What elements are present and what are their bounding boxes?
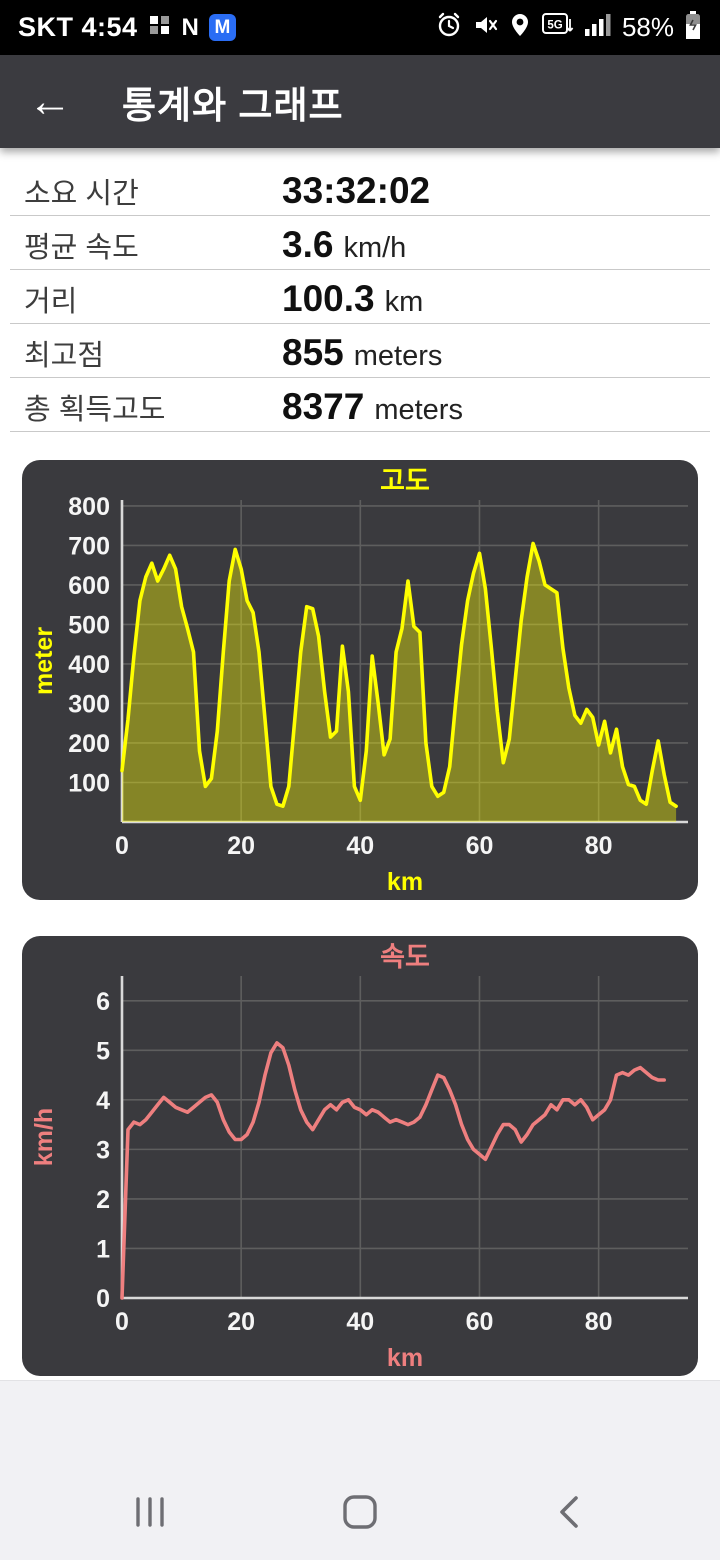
android-nav-bar — [0, 1486, 720, 1538]
alarm-icon — [436, 12, 462, 43]
notification-m-icon: M — [208, 14, 236, 41]
svg-text:0: 0 — [115, 1308, 129, 1336]
svg-text:0: 0 — [96, 1285, 110, 1313]
svg-text:1: 1 — [96, 1235, 110, 1263]
stat-label: 소요 시간 — [24, 178, 139, 210]
stat-unit: meters — [374, 394, 463, 426]
speed-chart-card: 0 20 40 60 80 0 1 2 3 4 5 6 속도 km km/h — [22, 936, 698, 1376]
svg-text:40: 40 — [346, 832, 374, 860]
svg-text:km/h: km/h — [30, 1108, 58, 1166]
carrier-time-label: SKT 4:54 — [18, 12, 138, 42]
grid-widget-icon — [148, 13, 172, 42]
svg-text:800: 800 — [68, 493, 110, 521]
stat-label: 평균 속도 — [24, 232, 139, 264]
stat-unit: km — [384, 286, 424, 318]
svg-text:속도: 속도 — [380, 942, 430, 972]
svg-text:400: 400 — [68, 651, 110, 679]
svg-text:40: 40 — [346, 1308, 374, 1336]
svg-text:meter: meter — [30, 627, 58, 695]
stat-value: 3.6 — [282, 224, 334, 265]
svg-text:5G: 5G — [547, 20, 562, 32]
stat-unit: km/h — [343, 232, 407, 264]
stat-row-highest-point: 최고점 855 meters — [10, 324, 710, 378]
svg-text:5: 5 — [96, 1037, 110, 1065]
svg-text:700: 700 — [68, 532, 110, 560]
stat-row-average-speed: 평균 속도 3.6 km/h — [10, 216, 710, 270]
status-bar: SKT 4:54 N M 5G 58% — [0, 0, 720, 55]
stat-row-distance: 거리 100.3 km — [10, 270, 710, 324]
location-icon — [508, 12, 532, 43]
stat-value: 855 — [282, 332, 344, 373]
svg-text:100: 100 — [68, 769, 110, 797]
svg-text:20: 20 — [227, 1308, 255, 1336]
recent-apps-button[interactable] — [120, 1486, 180, 1538]
svg-text:600: 600 — [68, 572, 110, 600]
svg-text:고도: 고도 — [380, 466, 430, 496]
speed-chart: 0 20 40 60 80 0 1 2 3 4 5 6 속도 km km/h — [30, 942, 688, 1372]
svg-text:3: 3 — [96, 1136, 110, 1164]
mute-icon — [472, 12, 498, 43]
stat-value: 100.3 — [282, 278, 375, 319]
back-button[interactable]: ← — [0, 55, 100, 148]
stat-label: 거리 — [24, 286, 78, 318]
signal-strength-icon — [584, 12, 612, 43]
notification-n-icon: N — [181, 13, 199, 41]
stat-unit: meters — [353, 340, 443, 372]
svg-text:km: km — [387, 868, 423, 896]
gesture-area — [0, 1380, 720, 1560]
network-5g-icon: 5G — [541, 11, 574, 44]
elevation-chart-card: 0 20 40 60 80 100 200 300 400 500 600 700 800 고도 km met… — [22, 460, 698, 900]
stat-row-total-elevation-gain: 총 획득고도 8377 meters — [10, 378, 710, 432]
page-title: 통계와 그래프 — [122, 84, 344, 126]
stat-value: 8377 — [282, 386, 365, 427]
svg-text:60: 60 — [466, 1308, 494, 1336]
svg-text:200: 200 — [68, 730, 110, 758]
stat-value: 33:32:02 — [282, 170, 431, 211]
svg-text:60: 60 — [466, 832, 494, 860]
app-header: ← 통계와 그래프 — [0, 55, 720, 148]
svg-text:80: 80 — [585, 1308, 613, 1336]
svg-text:4: 4 — [96, 1087, 110, 1115]
svg-text:6: 6 — [96, 988, 110, 1016]
svg-text:500: 500 — [68, 611, 110, 639]
home-button[interactable] — [330, 1486, 390, 1538]
svg-text:km: km — [387, 1344, 423, 1372]
stats-table: 소요 시간 33:32:02 평균 속도 3.6 km/h 거리 100.3 k… — [0, 148, 720, 438]
svg-text:2: 2 — [96, 1186, 110, 1214]
svg-text:80: 80 — [585, 832, 613, 860]
svg-text:20: 20 — [227, 832, 255, 860]
stat-label: 최고점 — [24, 340, 105, 372]
stat-row-elapsed-time: 소요 시간 33:32:02 — [10, 162, 710, 216]
battery-icon — [684, 10, 702, 45]
android-back-button[interactable] — [540, 1486, 600, 1538]
svg-text:0: 0 — [115, 832, 129, 860]
elevation-chart: 0 20 40 60 80 100 200 300 400 500 600 700 800 고도 km met… — [30, 466, 688, 896]
stat-label: 총 획득고도 — [24, 394, 166, 426]
battery-percent-label: 58% — [621, 12, 674, 42]
svg-text:300: 300 — [68, 690, 110, 718]
